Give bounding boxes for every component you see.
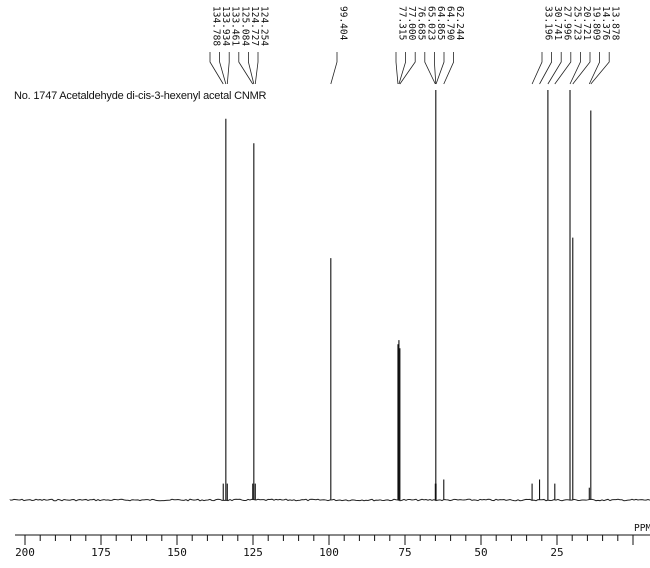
peak-label: 133.934	[220, 6, 231, 46]
peak-leader-line	[547, 52, 562, 85]
peak-label: 124.254	[259, 6, 270, 46]
peak-label: 14.376	[600, 6, 611, 41]
peak-leader-line	[572, 52, 591, 85]
peak-leader-line	[209, 52, 224, 85]
x-axis-label: PPM	[634, 523, 650, 534]
x-tick-label: 75	[398, 546, 411, 559]
x-tick-label: 125	[243, 546, 263, 559]
peak-leader-line	[330, 52, 338, 85]
peak-label: 64.790	[445, 6, 456, 41]
chart-title: No. 1747 Acetaldehyde di-cis-3-hexenyl a…	[14, 90, 267, 102]
peak-label: 33.196	[543, 6, 554, 41]
peak-leader-line	[554, 52, 572, 85]
peak-label: 134.788	[211, 6, 222, 46]
x-tick-label: 25	[550, 546, 563, 559]
peak-leader-line	[531, 52, 543, 85]
peak-leader-line	[539, 52, 552, 85]
peak-label: 77.315	[397, 6, 408, 40]
x-tick-label: 100	[319, 546, 339, 559]
x-tick-label: 50	[474, 546, 487, 559]
peak-label: 77.000	[406, 6, 417, 41]
peak-label: 20.721	[581, 6, 592, 41]
peak-leader-line	[435, 52, 445, 85]
peak-label: 25.723	[571, 6, 582, 40]
peak-label: 76.685	[416, 6, 427, 40]
peak-leader-line	[395, 52, 399, 85]
peak-label: 125.084	[239, 6, 250, 46]
peak-leader-line	[443, 52, 455, 85]
x-tick-label: 150	[167, 546, 187, 559]
peak-leader-line	[238, 52, 254, 85]
peak-leader-line	[247, 52, 255, 85]
peak-leader-line	[398, 52, 407, 85]
peak-leader-line	[433, 52, 437, 85]
peak-leader-line	[569, 52, 581, 85]
peak-label: 30.741	[552, 6, 563, 41]
peak-label: 65.023	[425, 6, 436, 40]
peak-label: 133.461	[230, 6, 241, 46]
peak-label: 99.404	[338, 6, 349, 41]
peak-label: 19.809	[591, 6, 602, 41]
peak-label: 124.727	[249, 6, 260, 46]
peak-label: 62.244	[454, 6, 465, 41]
peak-leader-line	[254, 52, 259, 85]
peak-label: 27.996	[562, 6, 573, 41]
x-tick-label: 175	[91, 546, 111, 559]
peak-label: 13.878	[610, 6, 621, 41]
peak-leader-line	[226, 52, 230, 85]
peak-leader-line	[588, 52, 600, 85]
spectrum-baseline	[9, 498, 650, 502]
x-tick-label: 200	[15, 546, 35, 559]
peak-leader-line	[399, 52, 416, 85]
peak-leader-line	[590, 52, 610, 85]
peak-label: 64.865	[435, 6, 446, 40]
peak-leader-line	[424, 52, 436, 85]
peak-leader-line	[219, 52, 227, 85]
